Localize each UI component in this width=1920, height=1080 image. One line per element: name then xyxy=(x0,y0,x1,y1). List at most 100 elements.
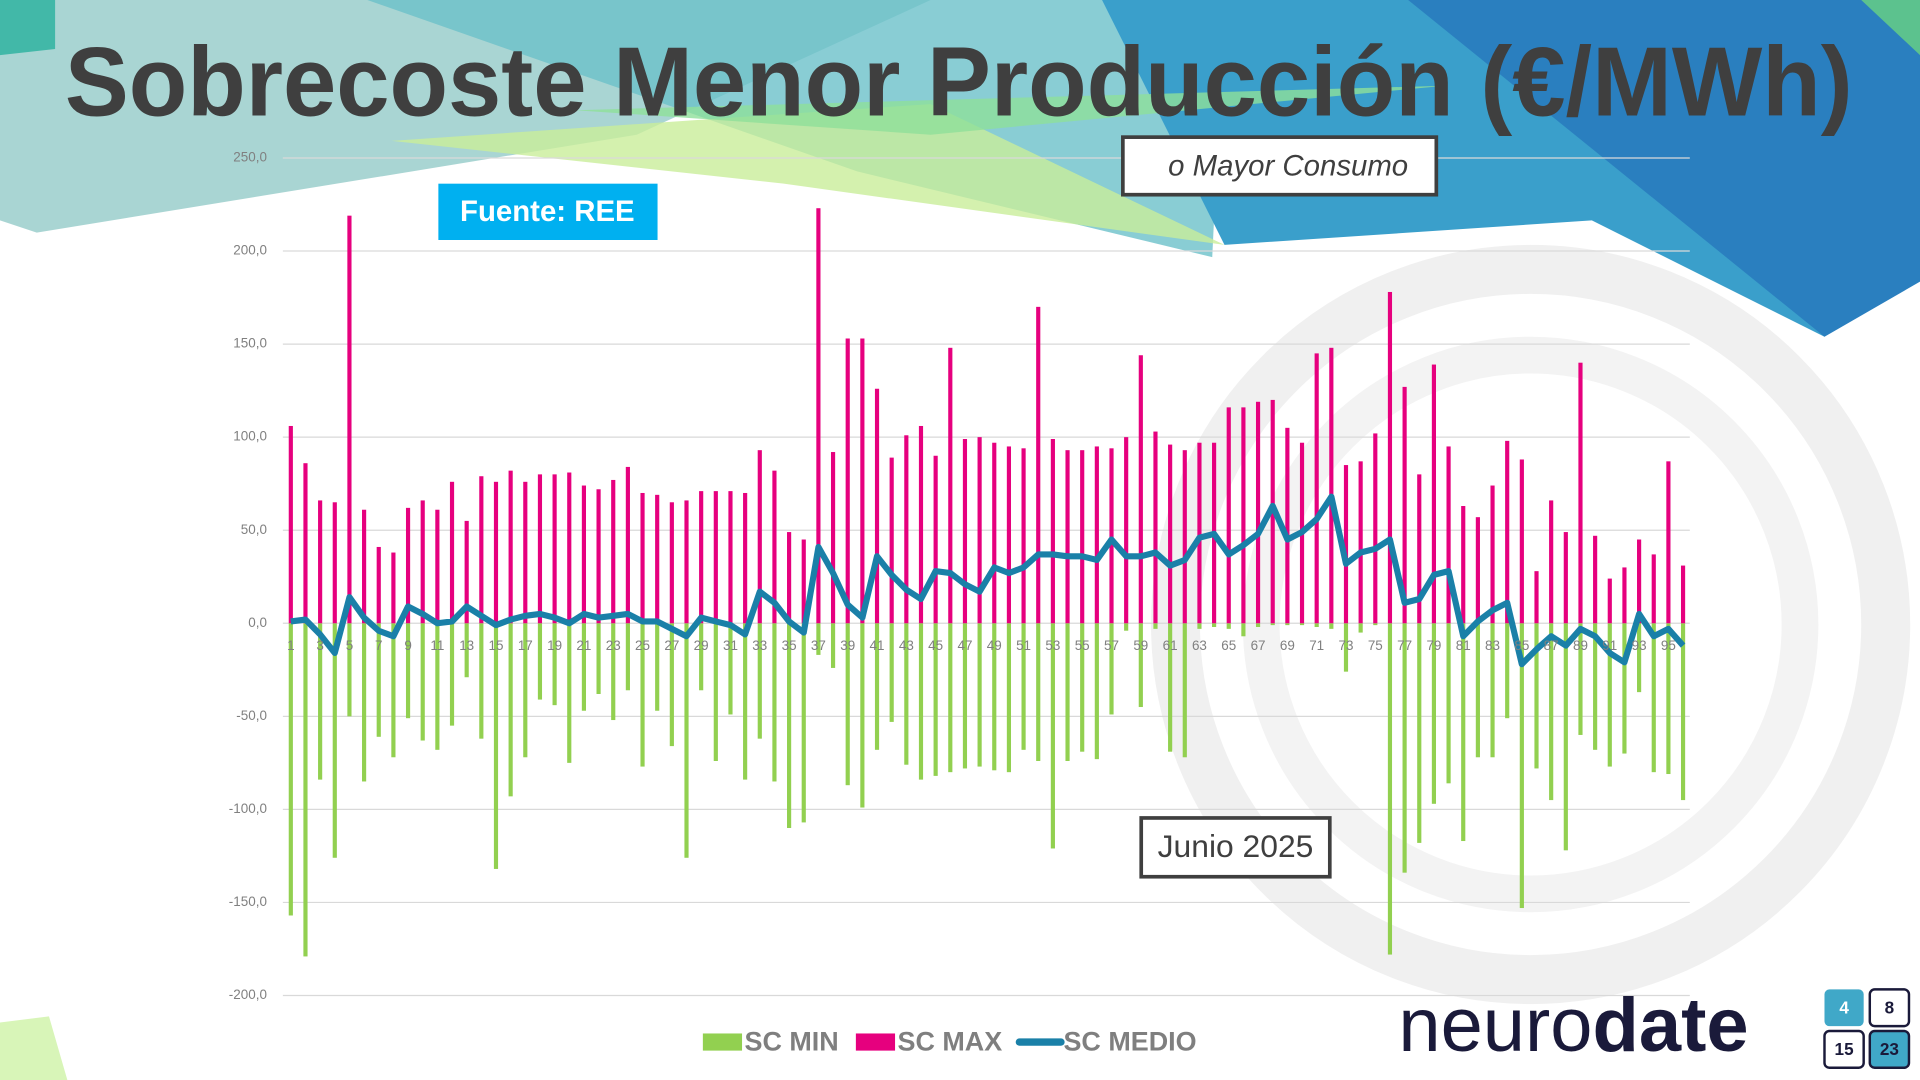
bar xyxy=(948,623,953,773)
bar xyxy=(992,442,997,624)
bar xyxy=(669,623,674,747)
bar xyxy=(1431,623,1437,804)
bar xyxy=(1270,623,1275,626)
bar xyxy=(830,623,836,668)
bar xyxy=(801,623,806,823)
x-tick-label: 29 xyxy=(694,638,709,653)
bar xyxy=(757,450,762,624)
bar xyxy=(962,623,968,769)
logo: neurodate 4 8 15 23 xyxy=(1398,983,1911,1069)
bar xyxy=(874,388,880,624)
bar xyxy=(1593,623,1598,750)
bar xyxy=(1153,431,1158,624)
x-tick-label: 53 xyxy=(1045,638,1060,653)
bar xyxy=(1168,444,1173,624)
bar xyxy=(303,623,308,957)
bar xyxy=(420,623,425,741)
bar xyxy=(1329,623,1334,629)
bar xyxy=(1255,401,1261,624)
y-tick-label: 200,0 xyxy=(233,243,267,258)
legend-label: SC MAX xyxy=(897,1026,1002,1056)
x-tick-label: 57 xyxy=(1104,638,1119,653)
bar xyxy=(1431,364,1437,624)
bar xyxy=(1109,623,1114,715)
bar xyxy=(1241,623,1246,637)
bar xyxy=(288,623,293,916)
bar xyxy=(376,546,381,624)
bar xyxy=(1593,535,1598,624)
x-tick-label: 25 xyxy=(635,638,650,653)
x-tick-label: 11 xyxy=(430,638,444,653)
bar xyxy=(787,532,792,624)
bar xyxy=(1666,623,1671,775)
x-tick-label: 63 xyxy=(1192,638,1207,653)
x-tick-label: 91 xyxy=(1602,638,1617,653)
legend: SC MIN SC MAX SC MEDIO xyxy=(702,1026,1197,1056)
y-tick-label: 0,0 xyxy=(248,615,267,630)
bar xyxy=(1534,623,1539,769)
bar xyxy=(1578,623,1583,735)
x-tick-label: 75 xyxy=(1368,638,1383,653)
bar xyxy=(1094,623,1099,760)
x-tick-label: 41 xyxy=(870,638,885,653)
x-tick-label: 13 xyxy=(459,638,474,653)
bar xyxy=(713,623,718,761)
bar xyxy=(1387,623,1393,955)
bar xyxy=(889,623,894,722)
bar xyxy=(1505,440,1510,624)
bar xyxy=(992,623,997,771)
bar xyxy=(1343,623,1349,672)
bar xyxy=(1153,623,1158,629)
bar xyxy=(889,457,894,624)
bar xyxy=(1065,450,1070,624)
bar xyxy=(845,623,850,786)
bar xyxy=(581,485,587,624)
x-tick-label: 3 xyxy=(316,638,323,653)
bar xyxy=(1036,306,1041,624)
logo-number: 8 xyxy=(1885,998,1895,1018)
bar xyxy=(332,502,337,624)
bar xyxy=(1373,433,1378,624)
bar xyxy=(1446,623,1451,784)
bar xyxy=(1065,623,1070,761)
title: Sobrecoste Menor Producción (€/MWh) xyxy=(65,26,1853,136)
bar xyxy=(508,470,513,624)
x-tick-label: 61 xyxy=(1163,638,1178,653)
bar xyxy=(684,500,689,624)
bar xyxy=(1006,623,1012,773)
bar xyxy=(1607,623,1612,767)
bar xyxy=(845,338,850,624)
bar xyxy=(391,623,396,758)
bar xyxy=(918,623,924,780)
y-tick-label: -50,0 xyxy=(236,708,267,723)
bar xyxy=(537,474,543,624)
bar xyxy=(435,623,440,750)
bar xyxy=(567,472,572,624)
x-tick-label: 39 xyxy=(840,638,855,653)
bar xyxy=(1622,623,1627,754)
logo-box xyxy=(1823,1029,1865,1069)
x-tick-label: 7 xyxy=(375,638,382,653)
bar xyxy=(1241,407,1246,624)
x-tick-label: 15 xyxy=(489,638,504,653)
bar xyxy=(743,492,748,624)
bar xyxy=(830,452,836,624)
bar xyxy=(699,623,704,691)
x-tick-label: 43 xyxy=(899,638,914,653)
bar xyxy=(362,623,367,782)
bar xyxy=(1358,623,1363,633)
bar xyxy=(1402,623,1407,873)
bar xyxy=(1080,623,1085,752)
bar xyxy=(1461,623,1466,842)
x-tick-label: 33 xyxy=(752,638,767,653)
bar xyxy=(962,439,968,624)
x-tick-label: 83 xyxy=(1485,638,1500,653)
y-tick-label: 150,0 xyxy=(233,336,267,351)
bar xyxy=(318,623,323,780)
bar xyxy=(1446,446,1451,624)
x-tick-label: 9 xyxy=(404,638,411,653)
bar xyxy=(1549,500,1554,624)
bar xyxy=(904,623,909,765)
bar xyxy=(1651,623,1656,773)
bar xyxy=(1343,465,1349,624)
